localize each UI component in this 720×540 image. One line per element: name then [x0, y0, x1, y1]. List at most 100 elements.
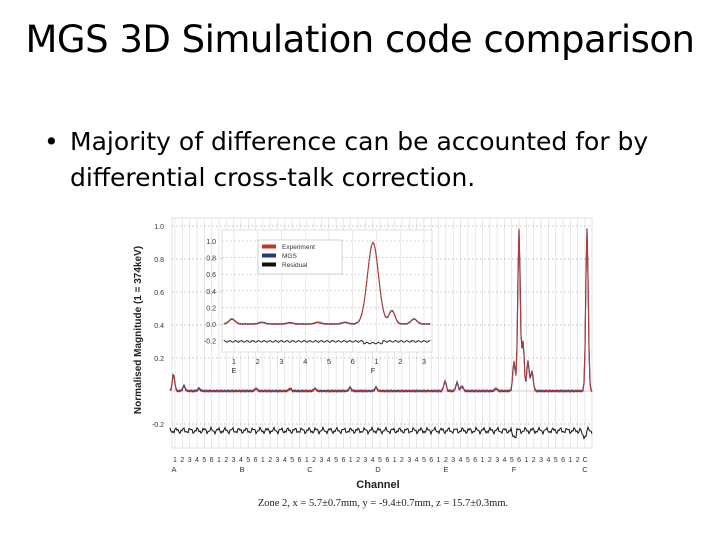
main-series: [169, 228, 593, 440]
inset-y-tick-label: 0.6: [206, 272, 216, 279]
x-tick-label: 2: [532, 457, 536, 464]
inset-x-tick-label: 2: [256, 357, 260, 366]
x-tick-label: 4: [327, 457, 331, 464]
inset-y-tick-label: 0.0: [206, 322, 216, 329]
x-tick-label: 2: [444, 457, 448, 464]
legend-label: Experiment: [282, 244, 315, 251]
x-tick-label: 4: [239, 457, 243, 464]
y-tick-label: 0.8: [154, 257, 164, 264]
x-tick-label: 5: [554, 457, 558, 464]
x-tick-label: 2: [224, 457, 228, 464]
y-axis-label: Normalised Magnitude (1 = 374keV): [133, 246, 144, 414]
inset-chart: 1 2 3 4 5 6 1 2 3 E F 1.0 0.8 0.6 0.4 0.2 0.0 -0.2 Experim…: [204, 229, 433, 375]
x-tick-label: 3: [276, 457, 280, 464]
x-axis-label: Channel: [356, 479, 399, 491]
bullet-dot: •: [44, 127, 59, 156]
x-tick-label: 1: [393, 457, 397, 464]
x-tick-label: 1: [349, 457, 353, 464]
x-tick-label: 5: [290, 457, 294, 464]
x-tick-label: 5: [422, 457, 426, 464]
x-tick-label: 5: [378, 457, 382, 464]
x-tick-label: 5: [466, 457, 470, 464]
x-tick-label: 3: [363, 457, 367, 464]
x-tick-label: 6: [385, 457, 389, 464]
x-tick-label: 1: [437, 457, 441, 464]
inset-legend: Experiment MGS Residual: [257, 239, 343, 275]
legend-swatch: [262, 262, 276, 267]
x-tick-label: 4: [459, 457, 463, 464]
inset-x-tick-label: 4: [303, 357, 307, 366]
x-tick-label: 1: [568, 457, 572, 464]
inset-x-tick-label: 1: [374, 357, 378, 366]
x-tick-label: 6: [517, 457, 521, 464]
x-tick-label: 4: [546, 457, 550, 464]
x-tick-label: 2: [268, 457, 272, 464]
inset-x-tick-label: 3: [422, 357, 426, 366]
x-tick-label: 1: [261, 457, 265, 464]
slide-title: MGS 3D Simulation code comparison: [25, 18, 695, 61]
x-tick-label: 6: [561, 457, 565, 464]
legend-label: MGS: [282, 253, 297, 260]
inset-x-tick-label: 1: [232, 357, 236, 366]
x-group-label: E: [443, 465, 448, 474]
x-tick-label: 2: [356, 457, 360, 464]
y-tick-label: 0.4: [154, 323, 164, 330]
bullet-text: Majority of difference can be accounted …: [70, 127, 649, 192]
x-tick-label: 6: [210, 457, 214, 464]
x-tick-label: 1: [173, 457, 177, 464]
bullet-point: • Majority of difference can be accounte…: [44, 124, 684, 196]
legend-swatch: [262, 244, 276, 249]
x-tick-label: 6: [341, 457, 345, 464]
experiment-series-line: [169, 228, 593, 393]
x-tick-label: 1: [524, 457, 528, 464]
inset-y-tick-label: -0.2: [204, 339, 216, 346]
x-tick-label: 6: [473, 457, 477, 464]
inset-y-tick-label: 0.2: [206, 305, 216, 312]
x-tick-label: 3: [407, 457, 411, 464]
x-tick-label: 2: [576, 457, 580, 464]
x-tick-label: 1: [305, 457, 309, 464]
x-tick-label: 6: [254, 457, 258, 464]
x-tick-label: 6: [298, 457, 302, 464]
inset-x-tick-label: 6: [351, 357, 355, 366]
inset-y-tick-label: 1.0: [206, 239, 216, 246]
x-tick-label: 3: [495, 457, 499, 464]
x-group-label: C: [307, 465, 313, 474]
x-tick-label: 4: [283, 457, 287, 464]
residual-series-line: [169, 425, 593, 440]
plot-frame: [171, 217, 593, 449]
x-group-label: B: [239, 465, 244, 474]
inset-y-tick-label: 0.4: [206, 289, 216, 296]
x-tick-label: C: [582, 457, 587, 464]
inset-group-label: E: [231, 366, 236, 375]
legend-label: Residual: [282, 262, 308, 269]
x-tick-label: 4: [503, 457, 507, 464]
x-tick-label: 3: [232, 457, 236, 464]
x-tick-label: 2: [312, 457, 316, 464]
x-tick-label: 2: [488, 457, 492, 464]
x-tick-label: 4: [415, 457, 419, 464]
x-tick-label: 3: [188, 457, 192, 464]
x-tick-label: 1: [217, 457, 221, 464]
inset-x-tick-label: 2: [398, 357, 402, 366]
x-tick-label: 5: [510, 457, 514, 464]
x-group-label: F: [512, 465, 517, 474]
x-group-label: C: [582, 465, 588, 474]
main-y-ticks: 1.0 0.8 0.6 0.4 0.2 -0.2: [152, 224, 164, 429]
inset-residual-line: [223, 340, 431, 345]
x-group-label: A: [171, 465, 176, 474]
x-tick-label: 1: [481, 457, 485, 464]
inset-y-tick-label: 0.8: [206, 256, 216, 263]
x-tick-label: 5: [246, 457, 250, 464]
y-tick-label: 1.0: [154, 224, 164, 231]
y-tick-label: 0.2: [154, 356, 164, 363]
x-tick-label: 5: [202, 457, 206, 464]
x-tick-label: 4: [371, 457, 375, 464]
legend-swatch: [262, 253, 276, 258]
x-group-label: D: [375, 465, 381, 474]
chart-caption: Zone 2, x = 5.7±0.7mm, y = -9.4±0.7mm, z…: [258, 498, 508, 509]
inset-x-tick-label: 3: [279, 357, 283, 366]
x-tick-label: 3: [319, 457, 323, 464]
